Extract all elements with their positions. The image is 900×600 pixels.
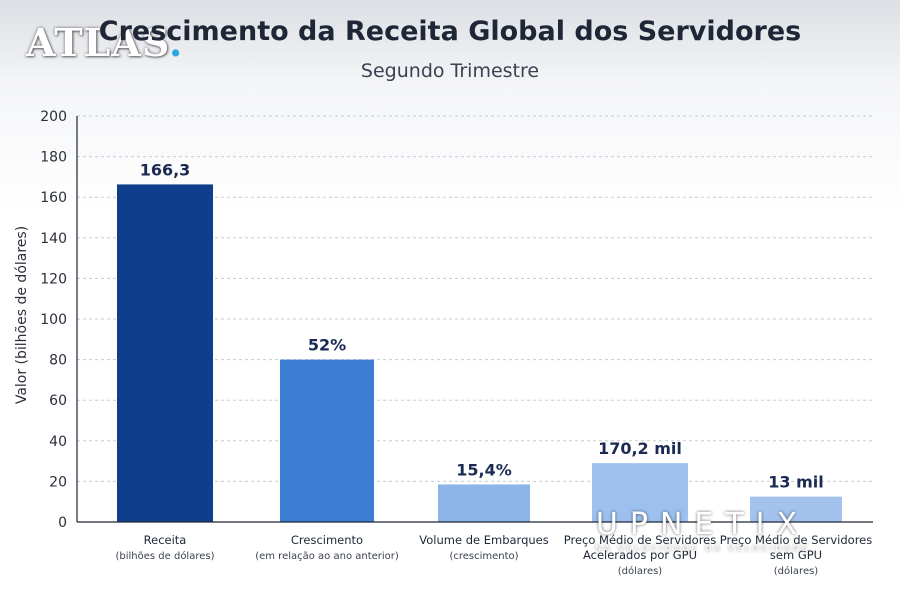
data-label: 15,4% [456,460,512,479]
x-tick-note: (em relação ao ano anterior) [255,551,399,562]
x-tick-note: (bilhões de dólares) [115,550,214,562]
chart-title: Crescimento da Receita Global dos Servid… [98,16,802,47]
y-tick-labels: 0 20 40 60 80 100 120 140 160 180 200 [40,109,67,531]
bar-4 [592,463,688,522]
x-tick-label: sem GPU [770,548,822,562]
x-tick-label: Crescimento [291,533,363,547]
data-label: 166,3 [140,160,191,179]
atlas-logo: ATLAS. [26,20,184,65]
bar-3 [438,484,530,522]
y-tick-label: 20 [49,474,67,490]
x-tick-note: (crescimento) [449,551,518,562]
y-tick-label: 40 [49,434,67,450]
y-tick-label: 100 [40,312,67,328]
y-axis-label: Valor (bilhões de dólares) [14,226,30,404]
bar-2 [280,359,374,522]
x-tick-note: (dólares) [774,565,819,577]
x-tick-note: (dólares) [618,565,663,577]
data-label: 52% [308,336,346,355]
x-tick-label: Preço Médio de Servidores [720,533,873,547]
y-tick-label: 120 [40,271,67,287]
y-tick-label: 60 [49,393,67,409]
y-tick-label: 180 [40,150,67,166]
data-label: 170,2 mil [598,439,682,458]
y-tick-label: 160 [40,190,67,206]
data-label: 13 mil [768,473,823,492]
y-tick-label: 0 [58,515,67,531]
y-tick-label: 200 [40,109,67,125]
x-tick-label: Volume de Embarques [419,533,548,547]
bar-5 [750,496,842,522]
upnetix-logo: UPNETIX NA VELOCIDADE DA VELOCIDADE [595,507,810,554]
y-tick-label: 140 [40,231,67,247]
bars [117,184,842,522]
x-tick-labels: Receita (bilhões de dólares) Crescimento (e… [115,533,872,577]
x-tick-label: Acelerados por GPU [583,548,697,562]
bar-1 [117,184,213,522]
data-labels: 166,3 52% 15,4% 170,2 mil 13 mil [140,160,824,491]
x-tick-label: Preço Médio de Servidores [564,533,717,547]
chart-subtitle: Segundo Trimestre [360,60,540,82]
y-tick-label: 80 [49,353,67,369]
x-tick-label: Receita [144,533,187,547]
